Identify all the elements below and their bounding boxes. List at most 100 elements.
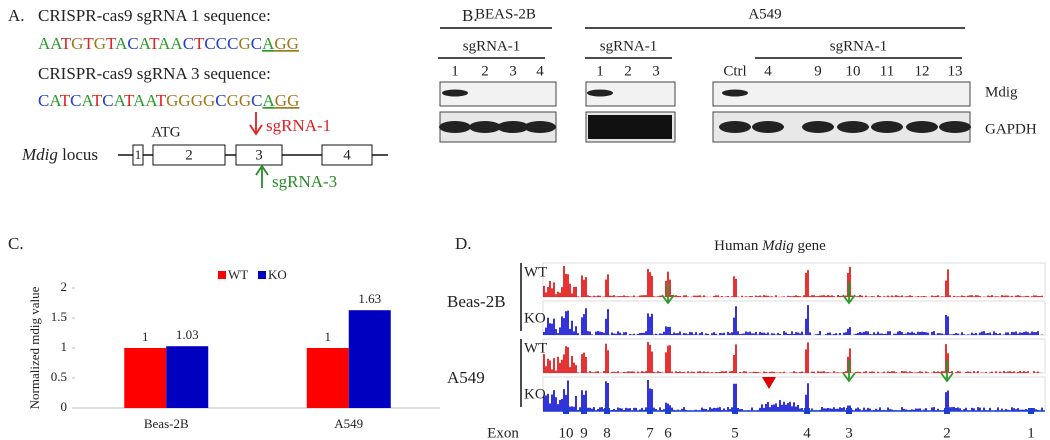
title-word: gene <box>798 238 827 254</box>
band <box>906 121 938 133</box>
coverage <box>543 342 1043 373</box>
y-tick-label: 0.5 <box>51 369 67 384</box>
cell-line: Beas-2B <box>447 292 506 311</box>
band <box>587 89 613 97</box>
exon-box <box>321 144 373 166</box>
lane-label: 3 <box>652 63 660 79</box>
bar <box>124 348 167 408</box>
exon-number: 6 <box>664 425 672 440</box>
band <box>871 121 903 133</box>
sequence-heading: CRISPR-cas9 sgRNA 1 sequence: <box>38 6 271 25</box>
protein-label: Mdig <box>985 84 1018 100</box>
value-label: 1.63 <box>358 291 381 306</box>
band <box>469 121 501 133</box>
exon-number: 3 <box>255 147 263 163</box>
exon-box <box>152 144 226 166</box>
lane-label: 3 <box>509 63 517 79</box>
legend-swatch <box>258 271 266 279</box>
gene-exon <box>944 408 950 414</box>
band <box>719 121 751 133</box>
cell-line: A549 <box>748 6 781 22</box>
exon-number: 2 <box>943 425 951 440</box>
condition: WT <box>524 264 547 280</box>
track-title: Human Mdig gene <box>714 238 826 254</box>
gene-exon <box>665 408 671 414</box>
exon-number: 1 <box>1027 425 1035 440</box>
sequence-heading: CRISPR-cas9 sgRNA 3 sequence: <box>38 64 271 83</box>
gene-exon <box>563 408 569 414</box>
panel-label: A. <box>8 6 25 25</box>
band <box>439 121 471 133</box>
lane-label: 1 <box>596 63 604 79</box>
bar <box>306 348 349 408</box>
arrow-head <box>249 124 263 136</box>
lane-label: 4 <box>764 63 772 79</box>
lane-label: 2 <box>481 63 489 79</box>
band <box>442 89 468 97</box>
group-heading: sgRNA-1 <box>600 38 658 54</box>
track <box>542 376 1046 412</box>
sequence: AATGTGTACATAACTCCCGCAGG <box>38 34 299 53</box>
locus-word: locus <box>62 145 98 164</box>
gene-exon <box>804 408 810 414</box>
exon-heading: Exon <box>487 425 519 440</box>
coverage <box>543 265 1043 297</box>
y-tick-label: 0 <box>61 399 68 414</box>
panel-label: C. <box>8 234 24 253</box>
exon-number: 7 <box>646 425 654 440</box>
gene-name: Mdig <box>761 238 794 254</box>
coverage <box>543 305 1043 335</box>
arrow-head <box>842 372 856 383</box>
band <box>802 121 834 133</box>
sequence: CATCATCATAATGGGGCGGCAGG <box>38 91 299 110</box>
title-word: Human <box>714 238 759 254</box>
panel-label: D. <box>455 234 472 253</box>
track <box>542 300 1046 336</box>
exon-number: 4 <box>343 147 351 163</box>
protein-label: GAPDH <box>985 121 1037 137</box>
group-heading: sgRNA-1 <box>830 38 888 54</box>
track <box>542 262 1046 298</box>
value-label: 1 <box>325 329 332 344</box>
exon-number: 8 <box>603 425 611 440</box>
band <box>588 115 672 139</box>
x-tick-label: Beas-2B <box>144 416 189 431</box>
band <box>497 121 529 133</box>
y-axis-label: Normalized mdig value <box>27 286 42 409</box>
exon-box <box>132 144 144 166</box>
gene-exon <box>1028 408 1034 414</box>
marker <box>762 377 776 389</box>
site-label: sgRNA-3 <box>272 172 337 191</box>
cell-line: A549 <box>447 368 485 387</box>
exon-number: 2 <box>185 147 193 163</box>
condition: WT <box>524 340 547 356</box>
exon-number: 5 <box>731 425 739 440</box>
legend-label: KO <box>268 267 287 282</box>
exon-number: 1 <box>135 147 142 162</box>
band <box>722 89 748 97</box>
legend-label: WT <box>228 267 248 282</box>
lane-label: 2 <box>624 63 632 79</box>
gene-exon <box>647 408 653 414</box>
lane-label: 4 <box>536 63 544 79</box>
arrow-head <box>842 294 856 305</box>
lane-label: 10 <box>846 63 861 79</box>
gene-exon <box>604 408 610 414</box>
start-codon: ATG <box>151 124 180 140</box>
gene-exon <box>846 408 852 414</box>
lane-label: 11 <box>880 63 894 79</box>
band <box>837 121 869 133</box>
y-tick-label: 2 <box>61 279 68 294</box>
site-label: sgRNA-1 <box>266 116 331 135</box>
exon-number: 4 <box>803 425 811 440</box>
condition: KO <box>524 310 546 326</box>
exon-box <box>235 144 283 166</box>
y-tick-label: 1.5 <box>51 309 67 324</box>
x-tick-label: A549 <box>334 416 363 431</box>
lane-label: 13 <box>948 63 963 79</box>
condition: KO <box>524 386 546 402</box>
lane-label: 1 <box>451 63 459 79</box>
group-heading: sgRNA-1 <box>463 38 521 54</box>
bar <box>348 310 391 408</box>
